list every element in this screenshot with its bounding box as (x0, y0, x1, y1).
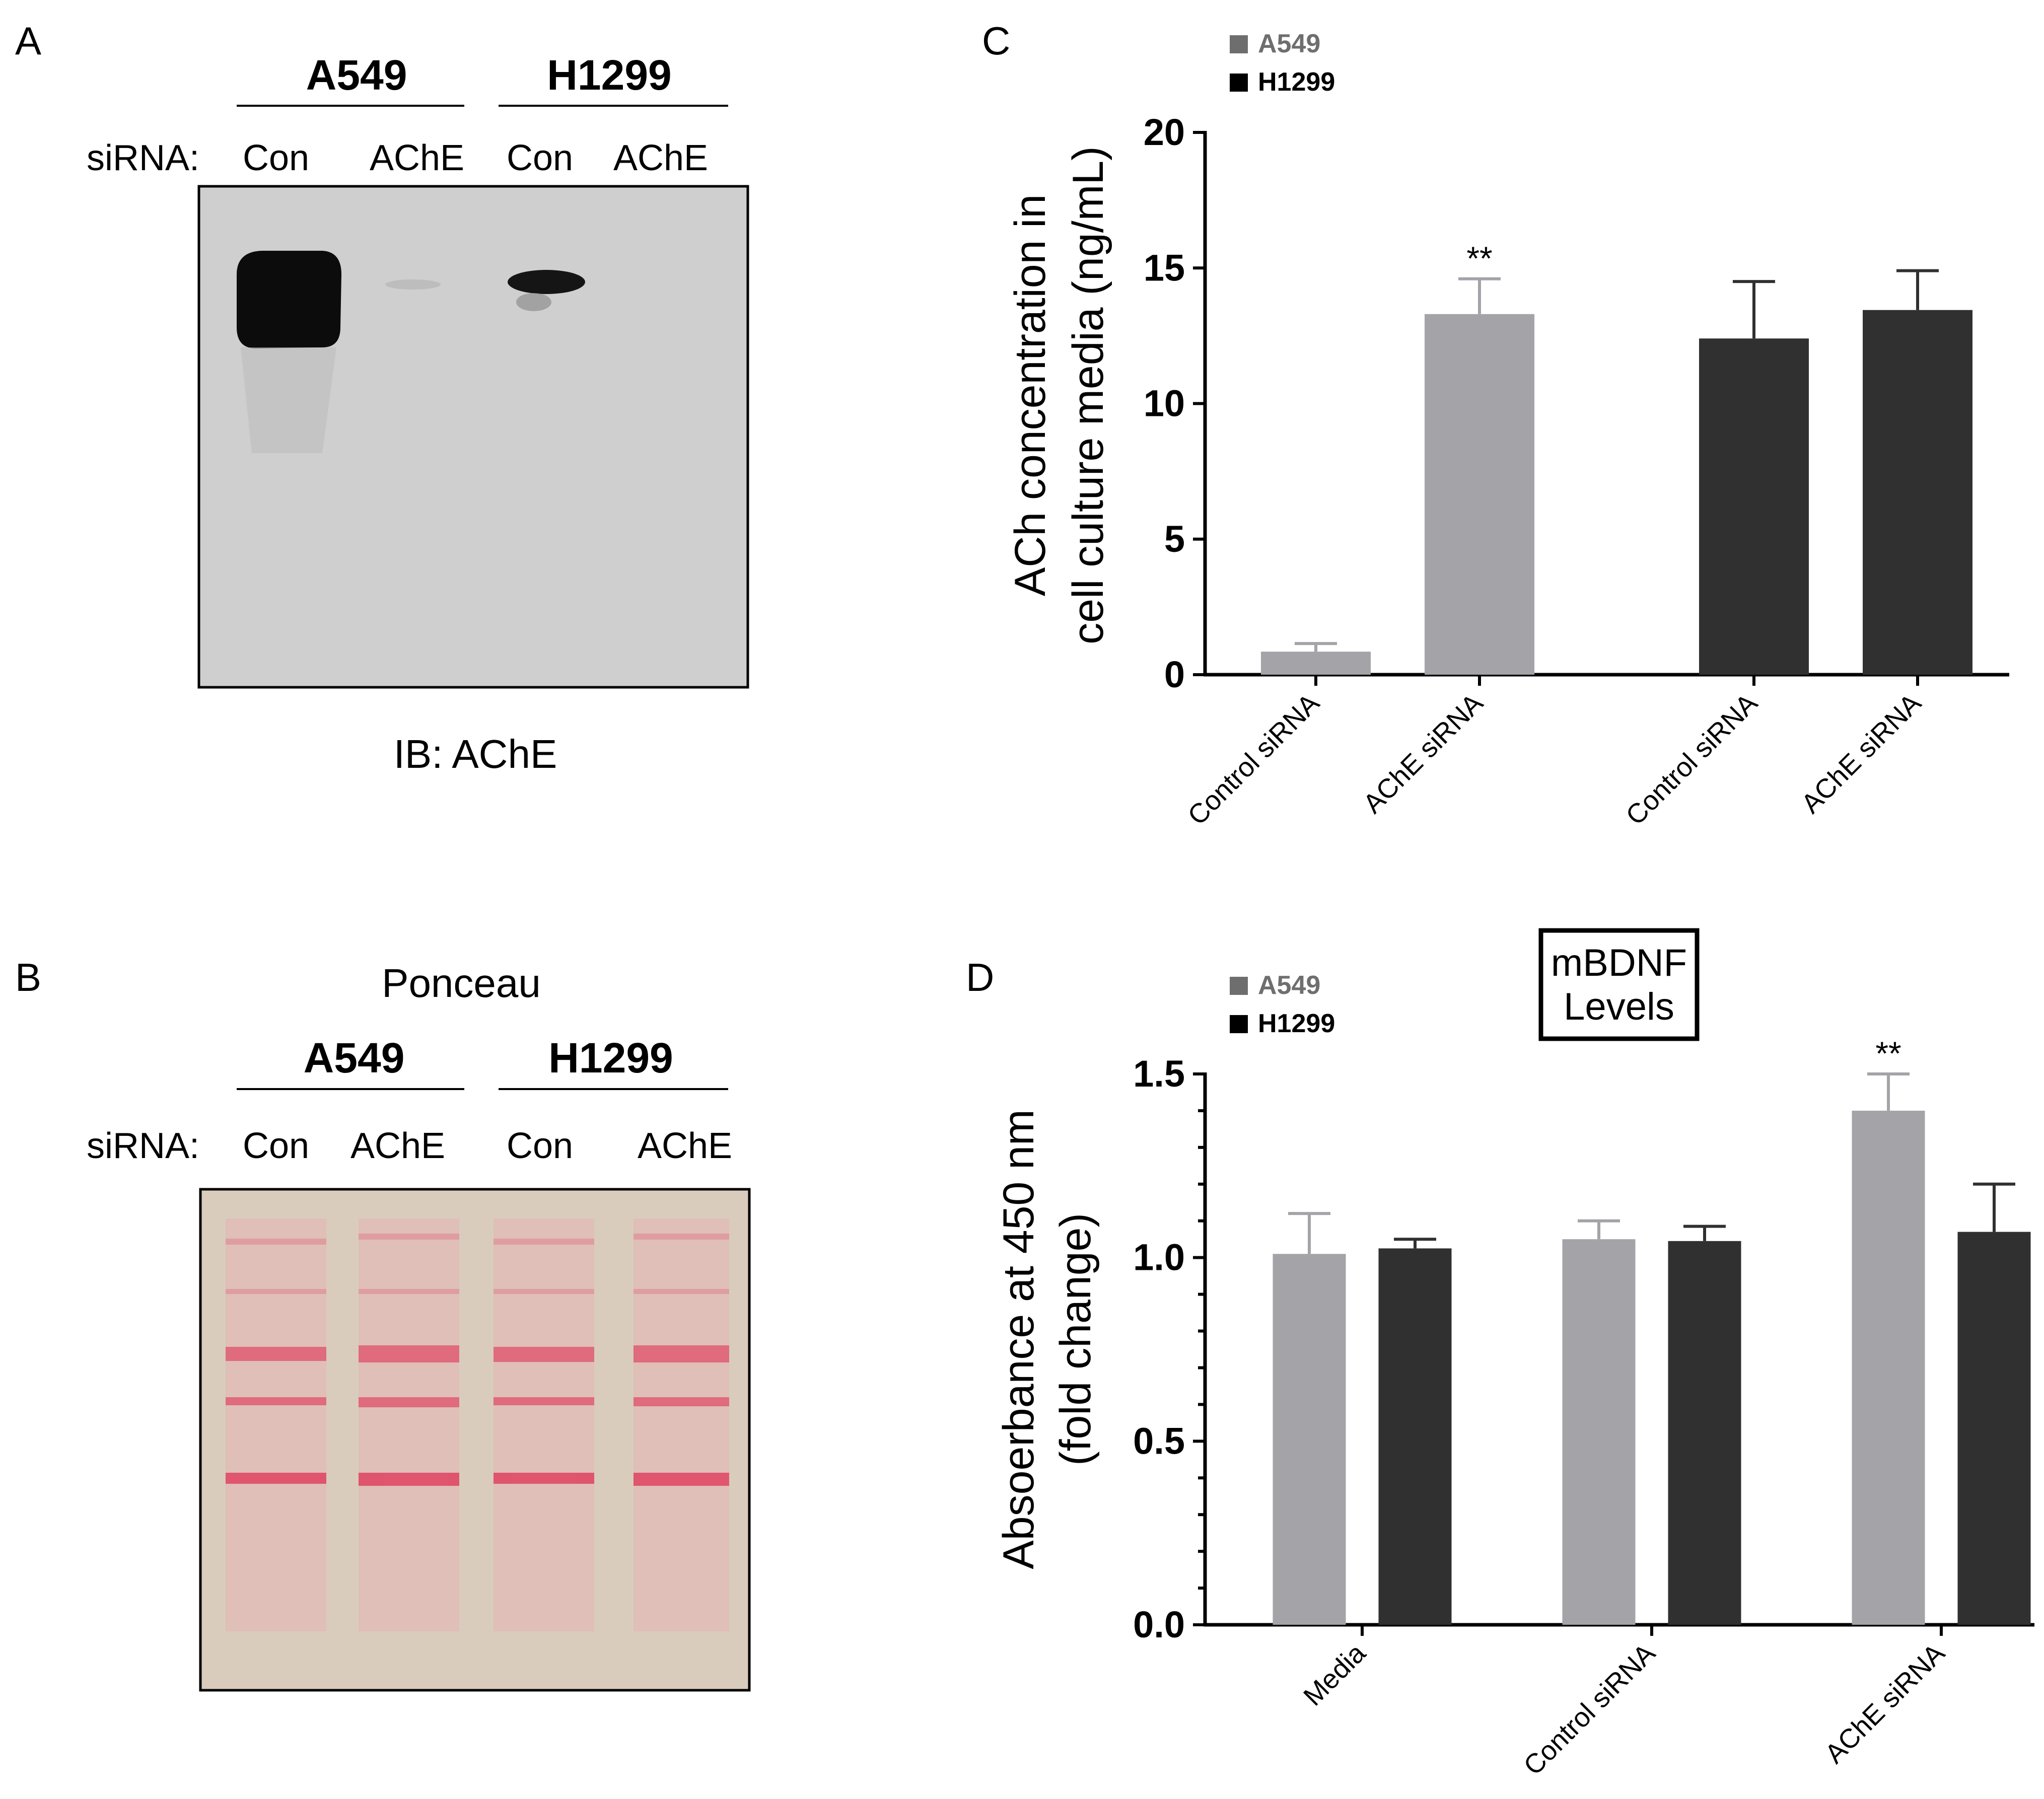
bar (1852, 1110, 1925, 1625)
lane-label: AChE (370, 138, 464, 178)
bar (1562, 1239, 1636, 1625)
x-tick-label: AChE siRNA (1796, 688, 1927, 819)
y-tick-label: 0.5 (1133, 1420, 1185, 1462)
legend-label-h1299: H1299 (1258, 1009, 1335, 1038)
legend-swatch-a549 (1230, 35, 1248, 53)
x-tick-label: AChE siRNA (1819, 1638, 1951, 1769)
legend: A549 H1299 (1230, 971, 1335, 1038)
y-tick-label: 20 (1144, 111, 1185, 153)
bar (1668, 1241, 1741, 1625)
legend-swatch-h1299 (1230, 74, 1248, 92)
panel-title: Ponceau (382, 961, 541, 1005)
sirna-row-label: siRNA: (87, 138, 199, 178)
lane-label: Con (507, 1126, 573, 1166)
y-tick-label: 5 (1164, 518, 1185, 560)
x-tick-label: AChE siRNA (1358, 688, 1489, 819)
group-label-h1299: H1299 (548, 1034, 673, 1082)
panel-a: A A549 H1299 siRNA: Con AChE Con AChE IB… (15, 19, 749, 776)
x-tick-label: Control siRNA (1518, 1638, 1661, 1781)
y-tick-label: 10 (1144, 383, 1185, 424)
legend: A549 H1299 (1230, 29, 1335, 97)
panel-letter: C (982, 19, 1010, 63)
lane-label: AChE (613, 138, 708, 178)
legend-swatch-h1299 (1230, 1015, 1248, 1033)
x-tick-label: Control siRNA (1620, 688, 1763, 831)
boxed-title-line: mBDNF (1551, 942, 1687, 984)
y-tick-label: 15 (1144, 247, 1185, 289)
lane-label: AChE (350, 1126, 445, 1166)
bar (1957, 1232, 2031, 1625)
bar (1273, 1254, 1346, 1625)
western-blot-image (197, 185, 749, 689)
y-axis-label: cell culture media (ng/mL) (1064, 146, 1112, 644)
significance-label: ** (1466, 240, 1492, 277)
y-axis-label: ACh concentration in (1006, 194, 1054, 596)
y-tick-label: 1.0 (1133, 1237, 1185, 1278)
bar (1378, 1248, 1452, 1625)
lane-label: Con (243, 1126, 309, 1166)
ponceau-stain-image (199, 1188, 751, 1692)
immunoblot-caption: IB: AChE (394, 732, 557, 776)
panel-b: B Ponceau A549 H1299 siRNA: Con AChE Con… (15, 955, 751, 1692)
x-tick-label: Control siRNA (1182, 688, 1325, 831)
bar (1425, 314, 1534, 675)
bar (1863, 310, 1972, 675)
legend-label-a549: A549 (1258, 971, 1320, 1000)
significance-label: ** (1875, 1035, 1901, 1072)
lane-label: AChE (638, 1126, 732, 1166)
panel-letter: D (966, 955, 994, 999)
legend-swatch-a549 (1230, 977, 1248, 995)
sirna-row-label: siRNA: (87, 1126, 199, 1166)
y-axis-label: Absoerbance at 450 nm (995, 1109, 1043, 1569)
legend-label-a549: A549 (1258, 29, 1320, 58)
y-tick-label: 0 (1164, 654, 1185, 695)
y-axis-label: (fold change) (1051, 1213, 1100, 1466)
panel-letter: A (15, 19, 41, 63)
y-tick-label: 1.5 (1133, 1053, 1185, 1095)
x-tick-label: Media (1298, 1637, 1372, 1711)
group-label-h1299: H1299 (547, 51, 672, 99)
chart-d: D A549 H1299 mBDNF Levels Absoerbance at… (966, 928, 2034, 1781)
lane-label: Con (243, 138, 309, 178)
y-tick-label: 0.0 (1133, 1604, 1185, 1645)
lane-label: Con (507, 138, 573, 178)
legend-label-h1299: H1299 (1258, 67, 1335, 97)
boxed-title-line: Levels (1564, 985, 1674, 1028)
bar (1261, 652, 1371, 675)
group-label-a549: A549 (306, 51, 407, 99)
boxed-title: mBDNF Levels (1538, 928, 1700, 1041)
chart-c: C A549 H1299 ACh concentration in cell c… (982, 19, 2009, 831)
panel-letter: B (15, 955, 41, 999)
group-label-a549: A549 (304, 1034, 405, 1082)
bar (1699, 338, 1809, 675)
